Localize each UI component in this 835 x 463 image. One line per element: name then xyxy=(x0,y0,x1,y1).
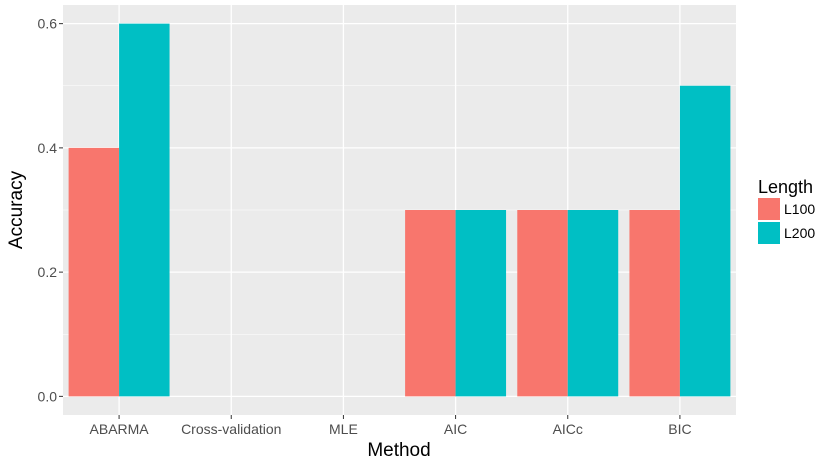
y-axis-ticks: 0.0 0.2 0.4 0.6 xyxy=(38,16,63,404)
x-tick-label: ABARMA xyxy=(90,421,150,437)
y-tick-label: 0.0 xyxy=(38,388,58,404)
x-tick-label: MLE xyxy=(329,421,358,437)
bar-L200-AIC xyxy=(455,210,507,397)
x-tick-label: AICc xyxy=(553,421,583,437)
legend-key-L200 xyxy=(758,222,780,244)
bar-L200-ABARMA xyxy=(119,23,170,397)
bar-L100-ABARMA xyxy=(68,147,120,397)
legend-key-L100 xyxy=(758,198,780,220)
y-tick-label: 0.4 xyxy=(38,140,58,156)
x-tick-label: Cross-validation xyxy=(181,421,281,437)
y-tick-label: 0.6 xyxy=(38,16,58,32)
bar-L100-BIC xyxy=(629,210,680,397)
legend: Length L100 L200 xyxy=(758,177,815,244)
legend-label-L100: L100 xyxy=(784,201,815,217)
y-axis-title: Accuracy xyxy=(6,170,27,249)
x-tick-label: AIC xyxy=(444,421,467,437)
bars xyxy=(68,23,731,397)
x-axis-ticks: ABARMA Cross-validation MLE AIC AICc BIC xyxy=(90,415,692,437)
x-axis-title: Method xyxy=(367,440,430,461)
y-tick-label: 0.2 xyxy=(38,264,58,280)
bar-L100-AICc xyxy=(517,210,568,397)
bar-L200-BIC xyxy=(679,85,731,397)
legend-label-L200: L200 xyxy=(784,225,815,241)
legend-title: Length xyxy=(758,177,813,197)
x-tick-label: BIC xyxy=(668,421,691,437)
bar-L100-AIC xyxy=(405,210,456,397)
bar-L200-AICc xyxy=(567,210,619,397)
minor-gridlines xyxy=(63,85,736,335)
